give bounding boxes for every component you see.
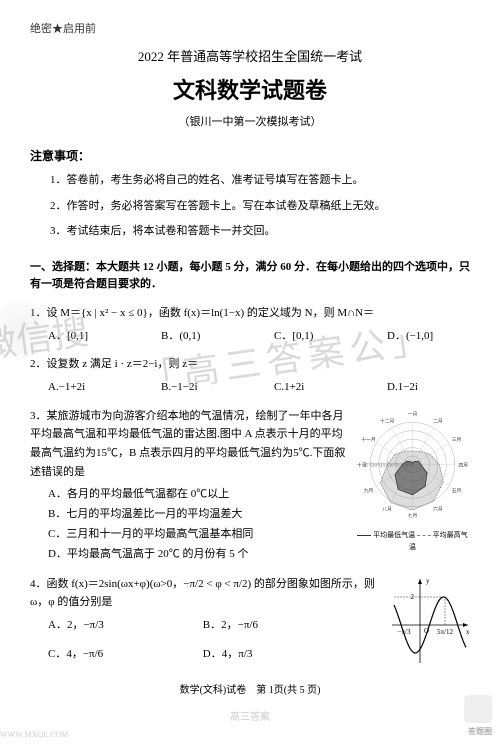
svg-text:三月: 三月: [452, 437, 462, 443]
logo-bottom-right: 答题圈: [464, 695, 492, 737]
svg-text:六月: 六月: [433, 505, 443, 512]
svg-text:十二月: 十二月: [380, 417, 394, 424]
question-1: 1．设 M＝{x | x² − x ≤ 0}，函数 f(x)＝ln(1−x) 的…: [30, 304, 470, 345]
q4-opt-b: B．2，−π/6: [203, 616, 338, 635]
notice-3: 3．考试结束后，将本试卷和答题卡一并交回。: [50, 223, 470, 241]
q1-opt-c: C．[0,1): [274, 327, 357, 346]
question-4: 4．函数 f(x)＝2sin(ωx+φ)(ω>0，−π/2 < φ < π/2)…: [30, 575, 470, 672]
svg-text:y: y: [426, 577, 430, 585]
legend-low: 平均最低气温: [373, 531, 415, 539]
q2-opt-c: C.1+2i: [274, 378, 357, 397]
svg-text:九月: 九月: [364, 487, 374, 494]
q2-opt-d: D.1−2i: [387, 378, 470, 397]
q1-opt-d: D．(−1,0]: [387, 327, 470, 346]
svg-text:二月: 二月: [433, 418, 443, 424]
watermark-footer: 高三答案: [230, 708, 270, 723]
svg-text:5π/12: 5π/12: [437, 628, 453, 636]
q3-text: 3．某旅游城市为向游客介绍本地的气温情况，绘制了一年中各月平均最高气温和平均最低…: [30, 407, 350, 482]
question-3: 3．某旅游城市为向游客介绍本地的气温情况，绘制了一年中各月平均最高气温和平均最低…: [30, 407, 470, 565]
svg-text:2: 2: [411, 593, 415, 601]
svg-text:20°C: 20°C: [372, 463, 382, 468]
q2-text: 2．设复数 z 满足 i · z＝2−i，则 z＝: [30, 355, 470, 374]
q4-opt-a: A．2，−π/3: [48, 616, 183, 635]
watermark-url: WWW MXQE.COM: [0, 730, 68, 739]
title-big: 文科数学试题卷: [30, 73, 470, 105]
title-main: 2022 年普通高等学校招生全国统一考试: [30, 46, 470, 65]
svg-text:十月: 十月: [357, 461, 367, 468]
q4-opt-c: C．4，−π/6: [48, 645, 183, 664]
header-tag: 绝密★启用前: [30, 20, 470, 36]
q2-opt-b: B.−1−2i: [161, 378, 244, 397]
svg-text:一月: 一月: [408, 411, 418, 417]
svg-text:五月: 五月: [452, 488, 462, 494]
section-title: 一、选择题：本大题共 12 小题，每小题 5 分，满分 60 分．在每小题给出的…: [30, 259, 470, 294]
logo-icon: [464, 695, 492, 723]
q4-opt-d: D．4，π/3: [203, 645, 338, 664]
svg-text:四月: 四月: [459, 462, 469, 468]
q1-opt-a: A．[0,1]: [48, 327, 131, 346]
svg-text:O: O: [424, 627, 429, 635]
q4-text: 4．函数 f(x)＝2sin(ωx+φ)(ω>0，−π/2 < φ < π/2)…: [30, 575, 385, 612]
notice-2: 2．作答时，务必将答案写在答题卡上。写在本试卷及草稿纸上无效。: [50, 198, 470, 216]
q1-opt-b: B．(0,1): [161, 327, 244, 346]
svg-text:七月: 七月: [408, 512, 418, 519]
q3-opt-c: C．三月和十一月的平均最高气温基本相同: [48, 525, 350, 545]
svg-text:八月: 八月: [382, 506, 392, 512]
q3-opt-b: B．七月的平均温差比一月的平均温差大: [48, 505, 350, 525]
q1-text: 1．设 M＝{x | x² − x ≤ 0}，函数 f(x)＝ln(1−x) 的…: [30, 304, 470, 323]
svg-text:−π/3: −π/3: [398, 628, 411, 636]
question-2: 2．设复数 z 满足 i · z＝2−i，则 z＝ A.−1+2i B.−1−2…: [30, 355, 470, 396]
q3-opt-d: D．平均最高气温高于 20℃ 的月份有 5 个: [48, 545, 350, 565]
notice-title: 注意事项：: [30, 147, 470, 164]
q2-opt-a: A.−1+2i: [48, 378, 131, 397]
title-sub: （银川一中第一次模拟考试）: [30, 113, 470, 129]
notice-1: 1．答卷前，考生务必将自己的姓名、准考证号填写在答题卡上。: [50, 172, 470, 190]
page-footer: 数学(文科)试卷 第 1页(共 5 页): [30, 681, 470, 696]
svg-text:x: x: [466, 628, 470, 636]
radar-legend: 平均最低气温 平均最高气温: [355, 530, 470, 554]
q3-opt-a: A．各月的平均最低气温都在 0℃以上: [48, 485, 350, 505]
sine-chart: Ox y 2 −π/3 5π/12: [390, 575, 470, 672]
svg-text:十一月: 十一月: [361, 436, 375, 443]
radar-chart: 0°C5°C10°C15°C20°C25°C一月二月三月四月五月六月七月八月九月…: [355, 407, 470, 565]
logo-text: 答题圈: [468, 727, 492, 736]
